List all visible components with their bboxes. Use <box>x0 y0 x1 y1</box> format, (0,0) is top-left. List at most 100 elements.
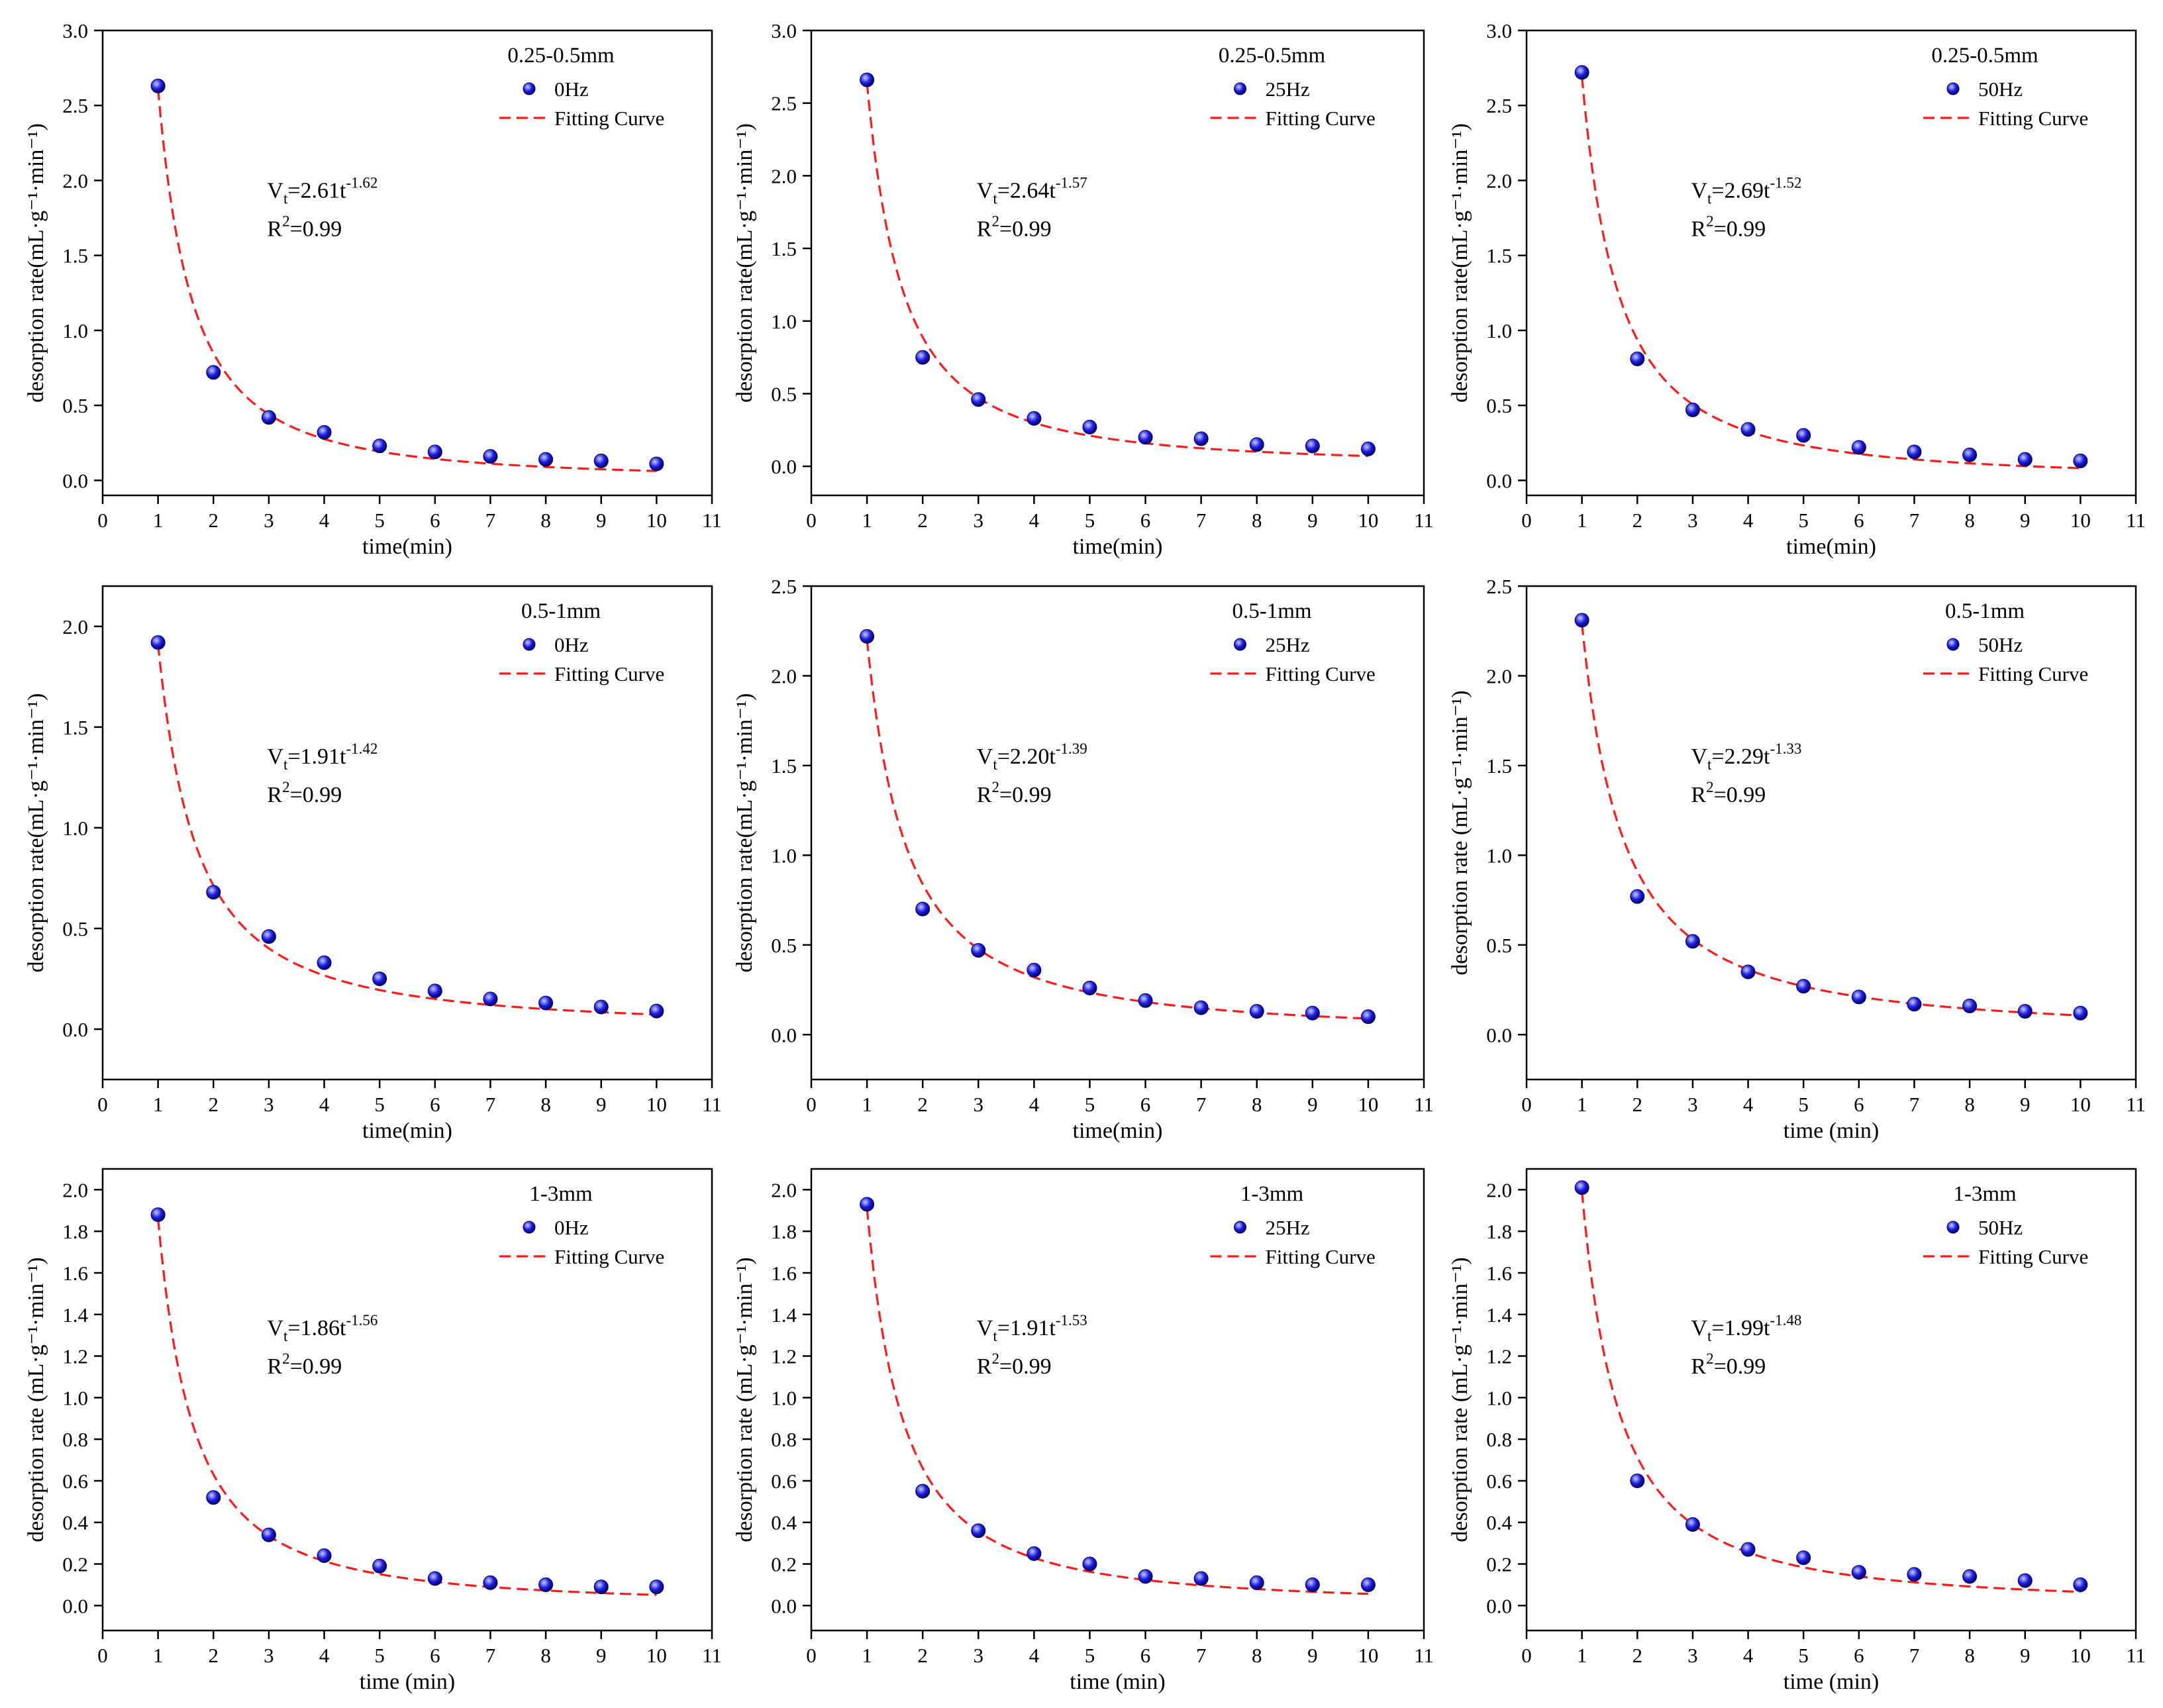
x-tick-label: 9 <box>2020 1644 2031 1667</box>
x-tick-label: 6 <box>1140 509 1151 532</box>
y-tick-label: 0.6 <box>1486 1470 1512 1493</box>
data-point <box>150 78 166 93</box>
x-tick-label: 0 <box>806 1093 817 1116</box>
fit-equation-v: V <box>977 179 993 203</box>
y-tick-label: 0.8 <box>771 1428 797 1451</box>
data-point <box>261 929 276 944</box>
y-tick-label: 0.5 <box>62 917 88 940</box>
x-tick-label: 5 <box>374 1644 385 1667</box>
x-tick-label: 4 <box>1743 509 1754 532</box>
data-point <box>1138 993 1153 1008</box>
data-point <box>2017 1573 2033 1588</box>
legend-title: 1-3mm <box>1240 1182 1304 1206</box>
data-point <box>2073 1577 2088 1592</box>
fitting-curve <box>866 82 1368 458</box>
fitting-curve <box>157 644 657 1016</box>
y-tick-label: 1.0 <box>1486 1386 1512 1409</box>
data-point <box>1740 422 1756 437</box>
x-tick-label: 7 <box>485 1644 496 1667</box>
legend-marker <box>1946 1221 1960 1234</box>
x-tick-label: 5 <box>1085 1644 1095 1667</box>
plot-frame <box>101 29 713 497</box>
legend-title: 0.25-0.5mm <box>507 44 615 68</box>
y-tick-label: 0.4 <box>1486 1511 1512 1534</box>
data-point <box>317 955 332 970</box>
y-tick-label: 0.5 <box>62 394 88 417</box>
r2-value: =0.99 <box>290 1354 342 1379</box>
data-point <box>971 1523 986 1538</box>
data-point <box>1685 934 1700 949</box>
data-point <box>427 983 442 999</box>
fit-equation-v: V <box>1691 744 1707 769</box>
fit-equation: Vt=1.86t-1.56 <box>267 1312 377 1344</box>
fit-equation-coef: =1.99t <box>1711 1316 1770 1340</box>
y-tick-label: 1.0 <box>771 1386 797 1409</box>
x-tick-label: 0 <box>806 509 817 532</box>
x-tick-label: 10 <box>646 1644 667 1667</box>
r2-sup: 2 <box>1706 213 1714 230</box>
y-tick-label: 0.2 <box>771 1553 797 1576</box>
legend-title: 1-3mm <box>529 1182 593 1206</box>
plot-frame <box>1525 29 2137 497</box>
x-tick-label: 2 <box>1633 1093 1643 1116</box>
fit-equation-v: V <box>1691 1316 1707 1340</box>
y-tick-label: 0.8 <box>62 1428 88 1451</box>
x-tick-label: 7 <box>1909 509 1920 532</box>
fit-equation: Vt=2.29t-1.33 <box>1691 740 1801 773</box>
x-tick-label: 11 <box>702 1644 722 1667</box>
x-tick-label: 10 <box>1358 1093 1378 1116</box>
y-tick-label: 1.2 <box>1486 1345 1512 1368</box>
x-tick-label: 8 <box>540 1093 551 1116</box>
x-tick-label: 3 <box>974 1644 984 1667</box>
y-tick-label: 1.4 <box>62 1303 88 1327</box>
x-tick-label: 3 <box>264 1093 274 1116</box>
data-point <box>261 410 276 425</box>
x-tick-label: 9 <box>596 1644 607 1667</box>
data-point <box>372 438 387 454</box>
x-tick-label: 8 <box>1252 1093 1262 1116</box>
r2-sup: 2 <box>1706 1350 1714 1367</box>
x-tick-label: 5 <box>374 1093 385 1116</box>
r2-label: R <box>1691 1354 1706 1379</box>
y-tick-label: 1.2 <box>62 1345 88 1368</box>
x-axis-title: time (min) <box>360 1670 455 1694</box>
data-point <box>1249 1004 1264 1019</box>
legend-marker-label: 0Hz <box>554 1216 589 1239</box>
fit-equation-sub: t <box>1707 191 1712 207</box>
x-tick-label: 6 <box>1854 509 1864 532</box>
x-tick-label: 6 <box>1854 1093 1864 1116</box>
legend-fit-label: Fitting Curve <box>554 1245 664 1268</box>
x-tick-label: 6 <box>1140 1644 1151 1667</box>
chart-panel-a2: 0 1 2 3 4 5 6 7 8 9 10 11 0.0 0.5 1.0 1.5 2.0 2.5 3.0 time(… <box>732 19 1434 559</box>
x-tick-label: 7 <box>1196 1093 1207 1116</box>
r2-label: R <box>267 217 282 242</box>
fit-equation: Vt=1.91t-1.53 <box>977 1312 1087 1344</box>
x-tick-label: 11 <box>2126 1093 2146 1116</box>
data-point <box>1027 411 1042 426</box>
data-point <box>1082 980 1097 995</box>
y-tick-label: 0.6 <box>771 1470 797 1493</box>
y-tick-label: 1.5 <box>1486 244 1512 268</box>
legend-marker <box>1234 1221 1246 1234</box>
x-axis-title: time(min) <box>1786 534 1876 559</box>
x-tick-label: 8 <box>1964 1644 1975 1667</box>
data-point <box>1305 438 1320 454</box>
data-point <box>971 942 986 958</box>
x-axis-title: time (min) <box>1070 1670 1165 1694</box>
legend-marker-label: 50Hz <box>1978 1216 2023 1239</box>
data-point <box>1851 1565 1866 1580</box>
fit-equation-v: V <box>267 744 283 769</box>
x-tick-label: 8 <box>540 509 551 532</box>
r2-sup: 2 <box>282 213 290 230</box>
x-tick-label: 10 <box>646 509 667 532</box>
fit-equation-coef: =1.91t <box>287 744 346 769</box>
data-point <box>1907 997 1922 1012</box>
y-tick-label: 0.2 <box>62 1553 88 1576</box>
data-point <box>1907 1567 1922 1582</box>
legend-marker <box>523 638 536 651</box>
y-tick-label: 1.0 <box>771 844 797 867</box>
x-tick-label: 1 <box>1577 1644 1587 1667</box>
legend-title: 0.25-0.5mm <box>1219 44 1326 68</box>
legend-marker-label: 0Hz <box>554 633 589 656</box>
r2-value: =0.99 <box>999 217 1052 242</box>
